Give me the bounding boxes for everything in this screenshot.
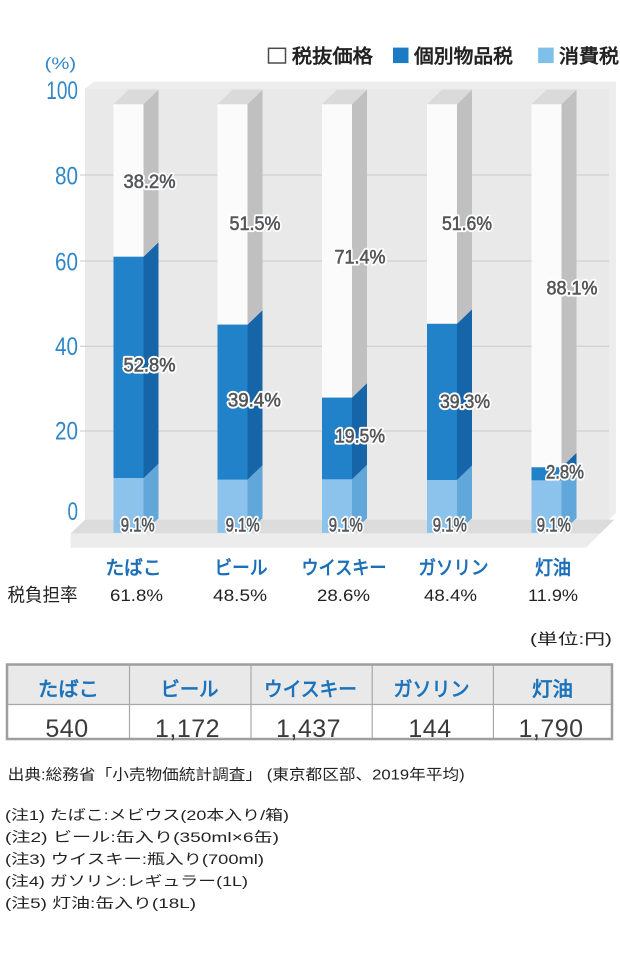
svg-text:9.1%: 9.1% (226, 516, 260, 537)
svg-text:たばこ: たばこ (106, 557, 162, 579)
svg-text:52.8%: 52.8% (124, 355, 176, 376)
svg-text:税抜価格: 税抜価格 (292, 45, 374, 68)
svg-text:19.5%: 19.5% (335, 427, 385, 448)
svg-text:消費税: 消費税 (559, 45, 619, 68)
svg-text:1,790: 1,790 (518, 715, 583, 743)
svg-text:39.4%: 39.4% (228, 391, 281, 412)
svg-text:ガソリン: ガソリン (394, 678, 470, 701)
svg-text:19.5%: 19.5% (335, 427, 385, 448)
svg-text:40: 40 (55, 333, 78, 361)
svg-text:52.8%: 52.8% (124, 355, 176, 376)
svg-text:9.1%: 9.1% (537, 516, 571, 537)
svg-text:(注1) たばこ:メビウス(20本入り/箱): (注1) たばこ:メビウス(20本入り/箱) (5, 807, 289, 823)
svg-text:9.1%: 9.1% (433, 516, 467, 537)
svg-text:9.1%: 9.1% (121, 516, 155, 537)
svg-text:38.2%: 38.2% (124, 172, 176, 193)
svg-text:11.9%: 11.9% (528, 586, 578, 605)
svg-text:(%): (%) (45, 54, 77, 73)
svg-text:(注3) ウイスキー:瓶入り(700ml): (注3) ウイスキー:瓶入り(700ml) (5, 851, 264, 867)
svg-text:ウイスキー: ウイスキー (302, 557, 387, 579)
svg-text:9.1%: 9.1% (121, 516, 155, 537)
svg-text:ウイスキー: ウイスキー (264, 678, 357, 701)
svg-text:ガソリン: ガソリン (419, 557, 489, 579)
svg-text:48.5%: 48.5% (213, 586, 267, 605)
svg-text:51.6%: 51.6% (442, 214, 492, 235)
svg-text:61.8%: 61.8% (110, 586, 163, 605)
svg-text:9.1%: 9.1% (329, 516, 363, 537)
svg-text:(注5) 灯油:缶入り(18L): (注5) 灯油:缶入り(18L) (5, 895, 196, 911)
svg-text:灯油: 灯油 (535, 557, 571, 579)
svg-text:たばこ: たばこ (38, 678, 99, 701)
svg-text:2.8%: 2.8% (546, 463, 584, 484)
svg-text:個別物品税: 個別物品税 (413, 45, 513, 68)
svg-text:ビール: ビール (215, 557, 268, 579)
svg-text:39.3%: 39.3% (440, 392, 490, 413)
svg-text:(単位:円): (単位:円) (530, 631, 612, 648)
svg-text:9.1%: 9.1% (433, 516, 467, 537)
svg-text:39.4%: 39.4% (228, 391, 281, 412)
svg-text:540: 540 (45, 715, 88, 743)
svg-text:144: 144 (408, 715, 451, 743)
svg-text:(注2) ビール:缶入り(350ml×6缶): (注2) ビール:缶入り(350ml×6缶) (5, 829, 279, 845)
svg-text:71.4%: 71.4% (335, 248, 386, 269)
svg-text:9.1%: 9.1% (329, 516, 363, 537)
svg-text:80: 80 (55, 162, 78, 190)
svg-text:灯油: 灯油 (532, 677, 573, 701)
svg-text:39.3%: 39.3% (440, 392, 490, 413)
svg-text:9.1%: 9.1% (226, 516, 260, 537)
svg-text:51.6%: 51.6% (442, 214, 492, 235)
svg-text:100: 100 (46, 77, 78, 105)
svg-text:38.2%: 38.2% (124, 172, 176, 193)
svg-text:税負担率: 税負担率 (8, 585, 78, 606)
svg-text:88.1%: 88.1% (547, 279, 598, 300)
svg-text:出典:総務省「小売物価統計調査」 (東京都区部、2019年平: 出典:総務省「小売物価統計調査」 (東京都区部、2019年平均) (8, 767, 465, 784)
svg-text:1,437: 1,437 (276, 715, 341, 743)
svg-text:0: 0 (68, 498, 79, 526)
svg-text:9.1%: 9.1% (537, 516, 571, 537)
svg-text:60: 60 (55, 248, 78, 276)
svg-text:ビール: ビール (161, 678, 219, 701)
svg-text:28.6%: 28.6% (317, 586, 370, 605)
svg-text:51.5%: 51.5% (230, 214, 281, 235)
svg-text:51.5%: 51.5% (230, 214, 281, 235)
svg-text:(注4) ガソリン:レギュラー(1L): (注4) ガソリン:レギュラー(1L) (5, 873, 248, 889)
svg-text:88.1%: 88.1% (547, 279, 598, 300)
svg-text:1,172: 1,172 (155, 715, 220, 743)
svg-text:2.8%: 2.8% (546, 463, 584, 484)
svg-text:48.4%: 48.4% (424, 586, 477, 605)
svg-text:20: 20 (55, 418, 78, 446)
svg-text:71.4%: 71.4% (335, 248, 386, 269)
